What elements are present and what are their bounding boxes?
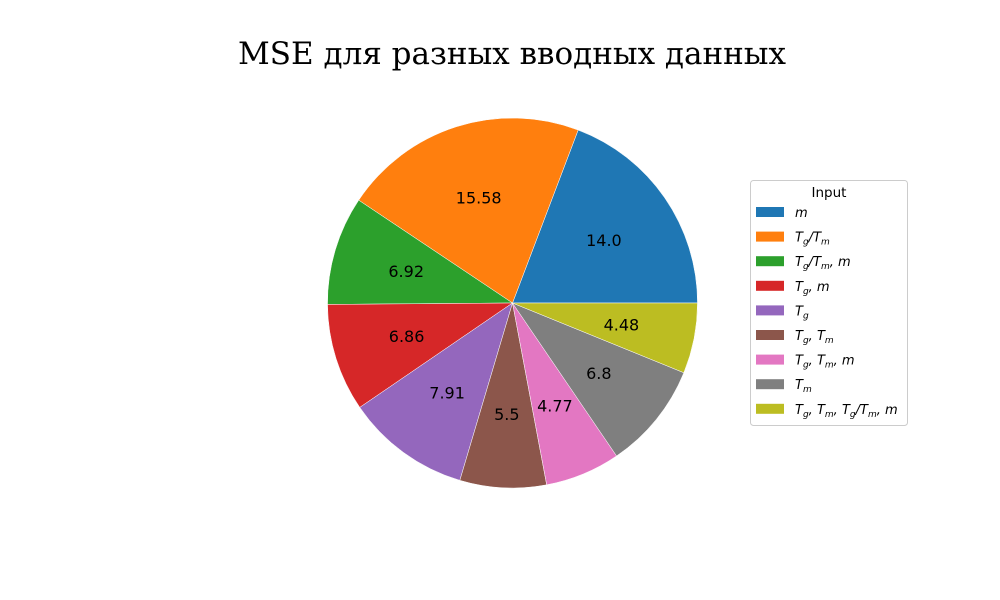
legend-swatch-5 [756,330,784,340]
slice-value-label-3: 6.86 [389,327,425,346]
legend-label-2: Tg​/Tm​, m [795,255,851,272]
legend-swatch-8 [756,403,784,414]
legend-label-7: Tm​ [795,378,812,395]
legend-swatch-6 [756,354,784,365]
legend: Input m Tg​/Tm​ Tg​/Tm​, m Tg​, m Tg​ Tg​, Tm… [750,180,908,426]
pie-slice-1 [358,117,579,304]
legend-swatch-3 [756,280,784,291]
legend-swatch-0 [756,207,784,217]
legend-label-3: Tg​, m [795,280,830,297]
legend-swatch-2 [756,256,784,267]
chart-title: MSE для разных вводных данных [238,36,786,72]
slice-value-label-5: 5.5 [494,405,519,424]
legend-swatch-4 [756,305,784,316]
slice-value-label-4: 7.91 [429,384,465,403]
slice-value-label-7: 6.8 [586,364,611,383]
legend-frame [750,180,908,426]
pie-slice-7 [511,302,685,457]
slice-value-label-8: 4.48 [604,315,640,334]
slice-value-label-2: 6.92 [388,262,424,281]
legend-label-4: Tg​ [795,304,809,321]
slice-value-label-1: 15.58 [456,188,502,207]
pie-slice-4 [359,302,513,481]
slice-value-label-6: 4.77 [537,397,573,416]
pie-slice-2 [327,199,514,305]
legend-swatch-1 [756,231,784,242]
pie-slice-0 [512,129,698,304]
pie-slice-3 [327,302,514,408]
slice-value-label-0: 14.0 [586,231,622,250]
pie-labels: 14.0 15.58 6.92 6.86 7.91 5.5 4.77 6.8 4.48 [388,188,639,424]
legend-label-6: Tg​, Tm​, m [795,354,855,371]
legend-swatch-7 [756,379,784,390]
legend-label-5: Tg​, Tm​ [795,329,834,346]
legend-label-0: m [795,206,808,221]
pie-slices [327,117,698,489]
legend-label-8: Tg​, Tm​, Tg​/Tm​, m [795,403,898,420]
legend-title: Input [812,185,847,201]
legend-label-1: Tg​/Tm​ [795,231,830,248]
pie-slice-8 [512,302,698,374]
